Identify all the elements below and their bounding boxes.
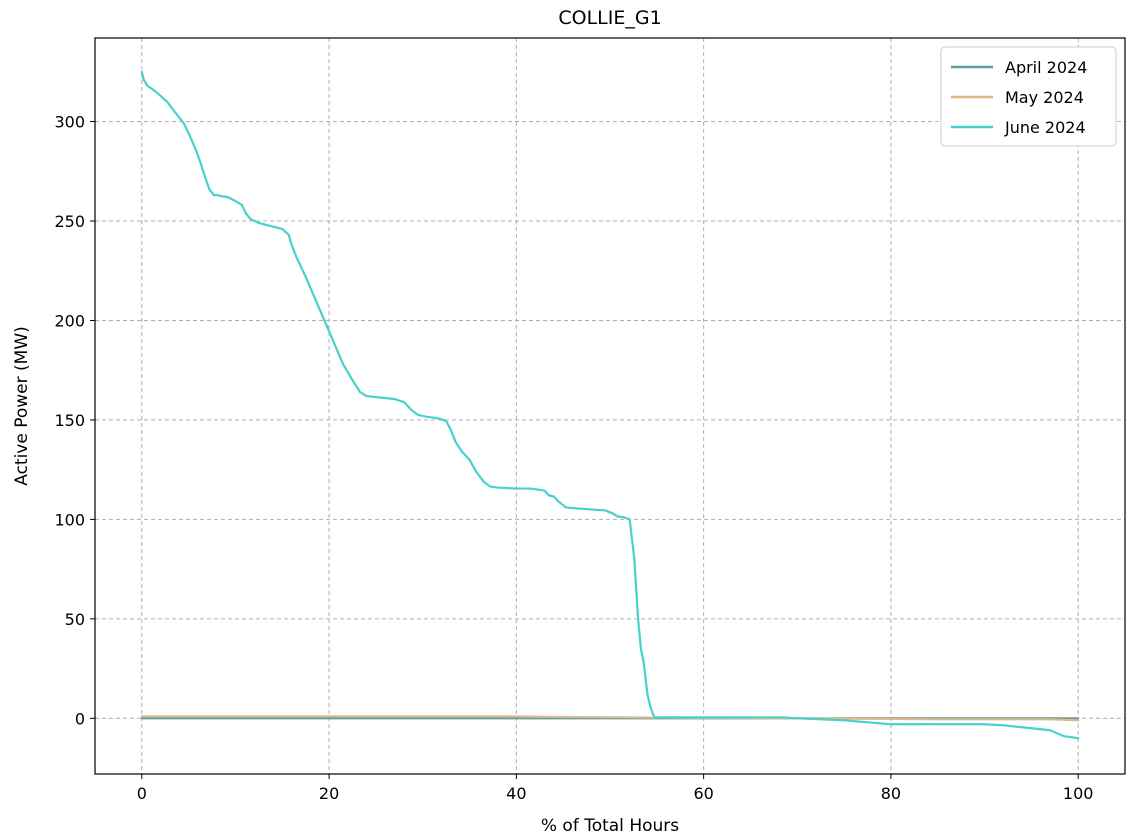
- series-lines: [140, 70, 1080, 740]
- y-tick-label: 250: [54, 212, 85, 231]
- x-tick-label: 100: [1063, 784, 1094, 803]
- y-axis-label: Active Power (MW): [12, 326, 32, 486]
- legend-label: April 2024: [1005, 58, 1087, 77]
- axis-ticks: 0 20 40 60 80 100 0 50 100 150 200 250 300: [54, 113, 1093, 803]
- x-tick-label: 40: [506, 784, 526, 803]
- y-tick-label: 300: [54, 113, 85, 132]
- legend-item-april-2024: April 2024: [951, 58, 1087, 77]
- chart-title: COLLIE_G1: [558, 7, 661, 29]
- plot-area: [95, 38, 1125, 774]
- series-line-may-2024: [140, 715, 1080, 722]
- legend-label: May 2024: [1005, 88, 1084, 107]
- y-tick-label: 200: [54, 311, 85, 330]
- y-tick-label: 100: [54, 510, 85, 529]
- legend: April 2024 May 2024 June 2024: [940, 46, 1117, 147]
- grid-lines: [95, 38, 1125, 774]
- legend-box: [940, 46, 1117, 147]
- legend-label: June 2024: [1004, 118, 1086, 137]
- legend-item-june-2024: June 2024: [951, 118, 1086, 137]
- y-tick-label: 0: [75, 709, 85, 728]
- series-line-june-2024: [140, 70, 1080, 740]
- x-tick-label: 0: [137, 784, 147, 803]
- x-axis-label: % of Total Hours: [541, 816, 679, 836]
- legend-item-may-2024: May 2024: [951, 88, 1084, 107]
- x-tick-label: 60: [693, 784, 713, 803]
- y-tick-label: 50: [65, 610, 85, 629]
- x-tick-label: 20: [319, 784, 339, 803]
- x-tick-label: 80: [881, 784, 901, 803]
- plot-frame: [94, 37, 1126, 775]
- y-tick-label: 150: [54, 411, 85, 430]
